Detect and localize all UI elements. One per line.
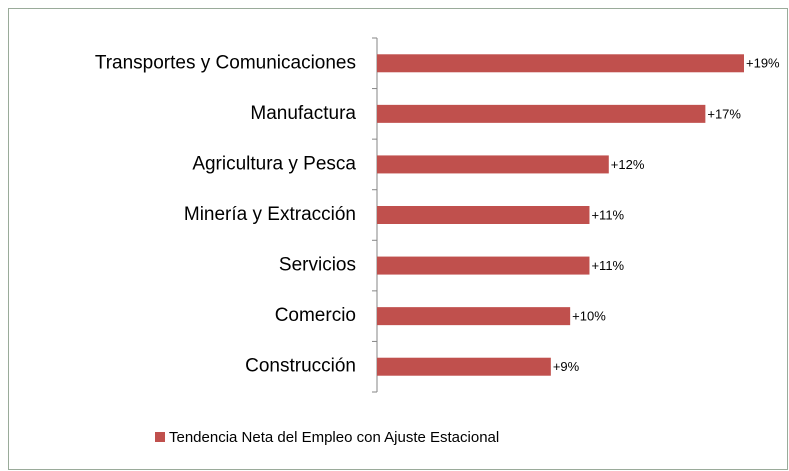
bar — [377, 307, 571, 326]
category-label: Minería y Extracción — [184, 204, 356, 225]
value-label: +12% — [611, 157, 645, 172]
bar — [377, 357, 551, 376]
category-label: Servicios — [279, 255, 356, 276]
category-label: Construcción — [245, 356, 356, 377]
bar — [377, 104, 706, 123]
legend-label: Tendencia Neta del Empleo con Ajuste Est… — [169, 429, 499, 446]
value-label: +17% — [707, 106, 741, 121]
value-label: +11% — [591, 207, 624, 222]
bar — [377, 256, 590, 275]
value-label: +9% — [553, 359, 580, 374]
legend-swatch — [155, 432, 165, 442]
category-label: Manufactura — [250, 103, 356, 124]
bar — [377, 155, 609, 174]
category-label: Comercio — [275, 305, 356, 326]
category-label: Agricultura y Pesca — [192, 153, 356, 174]
category-label: Transportes y Comunicaciones — [95, 52, 356, 73]
value-label: +19% — [746, 56, 780, 71]
bar — [377, 54, 744, 73]
value-label: +10% — [572, 309, 606, 324]
chart-frame — [8, 8, 788, 470]
value-label: +11% — [591, 258, 624, 273]
bar — [377, 206, 590, 224]
